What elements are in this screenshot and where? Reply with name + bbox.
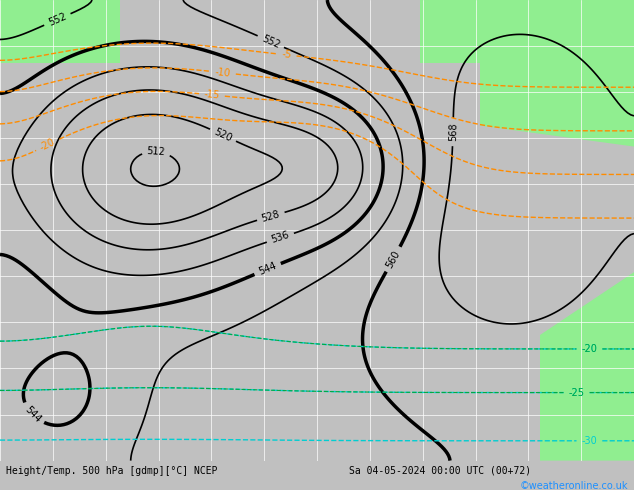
- Polygon shape: [540, 272, 634, 461]
- Polygon shape: [480, 0, 634, 147]
- Text: -5: -5: [281, 49, 292, 60]
- Text: 552: 552: [47, 11, 68, 28]
- Text: -20: -20: [581, 344, 597, 354]
- Text: 568: 568: [448, 122, 458, 141]
- Polygon shape: [420, 0, 634, 63]
- Text: -20: -20: [39, 137, 57, 153]
- Text: Sa 04-05-2024 00:00 UTC (00+72): Sa 04-05-2024 00:00 UTC (00+72): [349, 466, 531, 476]
- Text: -25: -25: [569, 388, 585, 397]
- Text: 520: 520: [212, 127, 233, 144]
- Text: 560: 560: [384, 249, 402, 270]
- Text: 544: 544: [23, 404, 42, 424]
- Text: -30: -30: [581, 436, 597, 446]
- Text: -25: -25: [569, 388, 585, 397]
- Text: -10: -10: [215, 67, 231, 78]
- Text: -15: -15: [204, 89, 221, 100]
- Text: 536: 536: [270, 230, 291, 245]
- Polygon shape: [0, 0, 120, 63]
- Text: 512: 512: [146, 146, 165, 157]
- Text: ©weatheronline.co.uk: ©weatheronline.co.uk: [519, 481, 628, 490]
- Text: 528: 528: [261, 209, 281, 223]
- Text: -20: -20: [581, 344, 597, 354]
- Text: 552: 552: [260, 33, 281, 50]
- Text: 544: 544: [257, 261, 278, 277]
- Text: Height/Temp. 500 hPa [gdmp][°C] NCEP: Height/Temp. 500 hPa [gdmp][°C] NCEP: [6, 466, 218, 476]
